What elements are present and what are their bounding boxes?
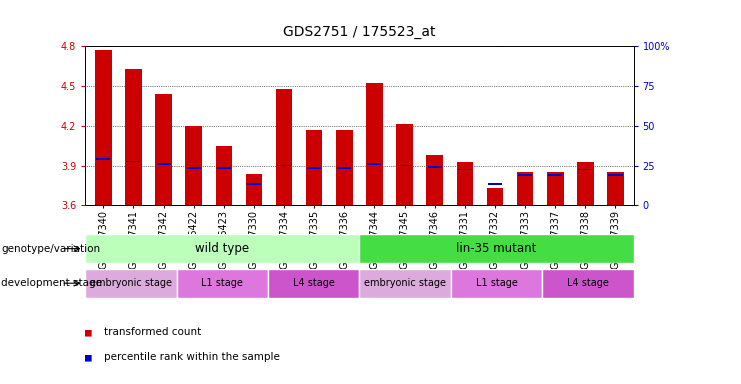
Bar xyxy=(488,184,502,185)
Bar xyxy=(487,188,503,205)
Text: lin-35 mutant: lin-35 mutant xyxy=(456,242,536,255)
Text: wild type: wild type xyxy=(195,242,250,255)
Bar xyxy=(85,269,176,298)
Bar xyxy=(217,167,231,169)
Bar xyxy=(428,166,442,168)
Bar xyxy=(542,269,634,298)
Text: ■: ■ xyxy=(85,327,92,337)
Bar xyxy=(276,89,293,205)
Text: embryonic stage: embryonic stage xyxy=(90,278,172,288)
Text: GDS2751 / 175523_at: GDS2751 / 175523_at xyxy=(283,25,436,39)
Bar xyxy=(185,126,202,205)
Bar xyxy=(176,269,268,298)
Text: percentile rank within the sample: percentile rank within the sample xyxy=(104,352,279,362)
Bar xyxy=(277,165,291,166)
Bar xyxy=(125,69,142,205)
Bar xyxy=(578,169,592,170)
Bar xyxy=(216,146,232,205)
Bar xyxy=(366,83,383,205)
Bar xyxy=(337,167,351,169)
Bar xyxy=(85,234,359,263)
Text: embryonic stage: embryonic stage xyxy=(364,278,446,288)
Bar xyxy=(306,130,322,205)
Text: L4 stage: L4 stage xyxy=(567,278,609,288)
Bar xyxy=(518,174,532,176)
Text: L4 stage: L4 stage xyxy=(293,278,335,288)
Text: L1 stage: L1 stage xyxy=(476,278,517,288)
Bar xyxy=(246,174,262,205)
Text: genotype/variation: genotype/variation xyxy=(1,243,101,254)
Bar xyxy=(96,158,110,160)
Bar xyxy=(156,94,172,205)
Bar xyxy=(548,174,562,176)
Bar xyxy=(247,184,261,185)
Bar xyxy=(368,164,382,165)
Bar xyxy=(359,269,451,298)
Bar xyxy=(451,269,542,298)
Bar xyxy=(608,174,622,176)
Bar xyxy=(268,269,359,298)
Bar xyxy=(577,162,594,205)
Bar xyxy=(456,162,473,205)
Bar xyxy=(516,172,534,205)
Bar xyxy=(426,155,443,205)
Text: L1 stage: L1 stage xyxy=(202,278,243,288)
Bar xyxy=(127,161,141,162)
Text: ■: ■ xyxy=(85,352,92,362)
Text: transformed count: transformed count xyxy=(104,327,201,337)
Bar xyxy=(95,50,112,205)
Bar xyxy=(156,164,170,165)
Text: development stage: development stage xyxy=(1,278,102,288)
Bar xyxy=(336,130,353,205)
Bar xyxy=(359,234,634,263)
Bar xyxy=(396,124,413,205)
Bar xyxy=(547,172,563,205)
Bar xyxy=(397,165,411,166)
Bar xyxy=(308,167,322,169)
Bar xyxy=(187,167,201,169)
Bar xyxy=(458,169,472,170)
Bar xyxy=(607,172,624,205)
